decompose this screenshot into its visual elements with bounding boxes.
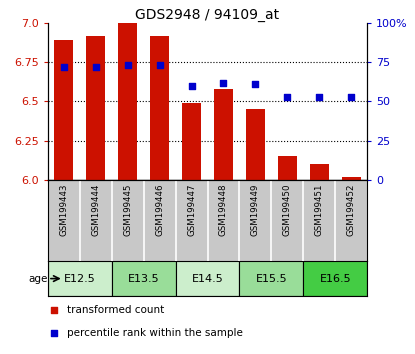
Text: GSM199447: GSM199447 (187, 184, 196, 236)
Point (188, 83, 195, 88)
Text: E16.5: E16.5 (320, 274, 351, 284)
Point (124, 63, 131, 68)
Point (284, 94, 290, 99)
Bar (278, 156, 297, 180)
Bar (303, 261, 367, 296)
Point (51, 330, 57, 336)
Point (92, 64, 99, 70)
Point (252, 81, 259, 87)
Text: E12.5: E12.5 (64, 274, 95, 284)
Bar (342, 177, 361, 180)
Text: GSM199452: GSM199452 (347, 184, 356, 236)
Text: E14.5: E14.5 (192, 274, 223, 284)
Bar (150, 35, 169, 180)
Text: E13.5: E13.5 (128, 274, 159, 284)
Title: GDS2948 / 94109_at: GDS2948 / 94109_at (135, 8, 280, 22)
Text: GSM199444: GSM199444 (91, 184, 100, 236)
Bar (214, 89, 233, 180)
Bar (246, 109, 265, 180)
Point (156, 63, 163, 68)
Point (51, 308, 57, 313)
Point (220, 80, 227, 85)
Bar (48, 261, 112, 296)
Bar (176, 261, 239, 296)
Text: transformed count: transformed count (67, 306, 164, 315)
Bar (54, 40, 73, 180)
Text: GSM199451: GSM199451 (315, 184, 324, 236)
Text: GSM199443: GSM199443 (59, 184, 68, 236)
Text: age: age (29, 274, 48, 284)
Text: GSM199445: GSM199445 (123, 184, 132, 236)
Point (61, 64, 67, 70)
Text: E15.5: E15.5 (256, 274, 287, 284)
Bar (182, 103, 201, 180)
Bar (239, 261, 303, 296)
Text: GSM199449: GSM199449 (251, 184, 260, 236)
Point (316, 94, 323, 99)
Text: GSM199446: GSM199446 (155, 184, 164, 236)
Text: percentile rank within the sample: percentile rank within the sample (67, 328, 243, 338)
Text: GSM199448: GSM199448 (219, 184, 228, 236)
Text: GSM199450: GSM199450 (283, 184, 292, 236)
Bar (86, 35, 105, 180)
Point (348, 94, 354, 99)
Bar (112, 261, 176, 296)
Bar (310, 164, 329, 180)
Bar (118, 23, 137, 180)
